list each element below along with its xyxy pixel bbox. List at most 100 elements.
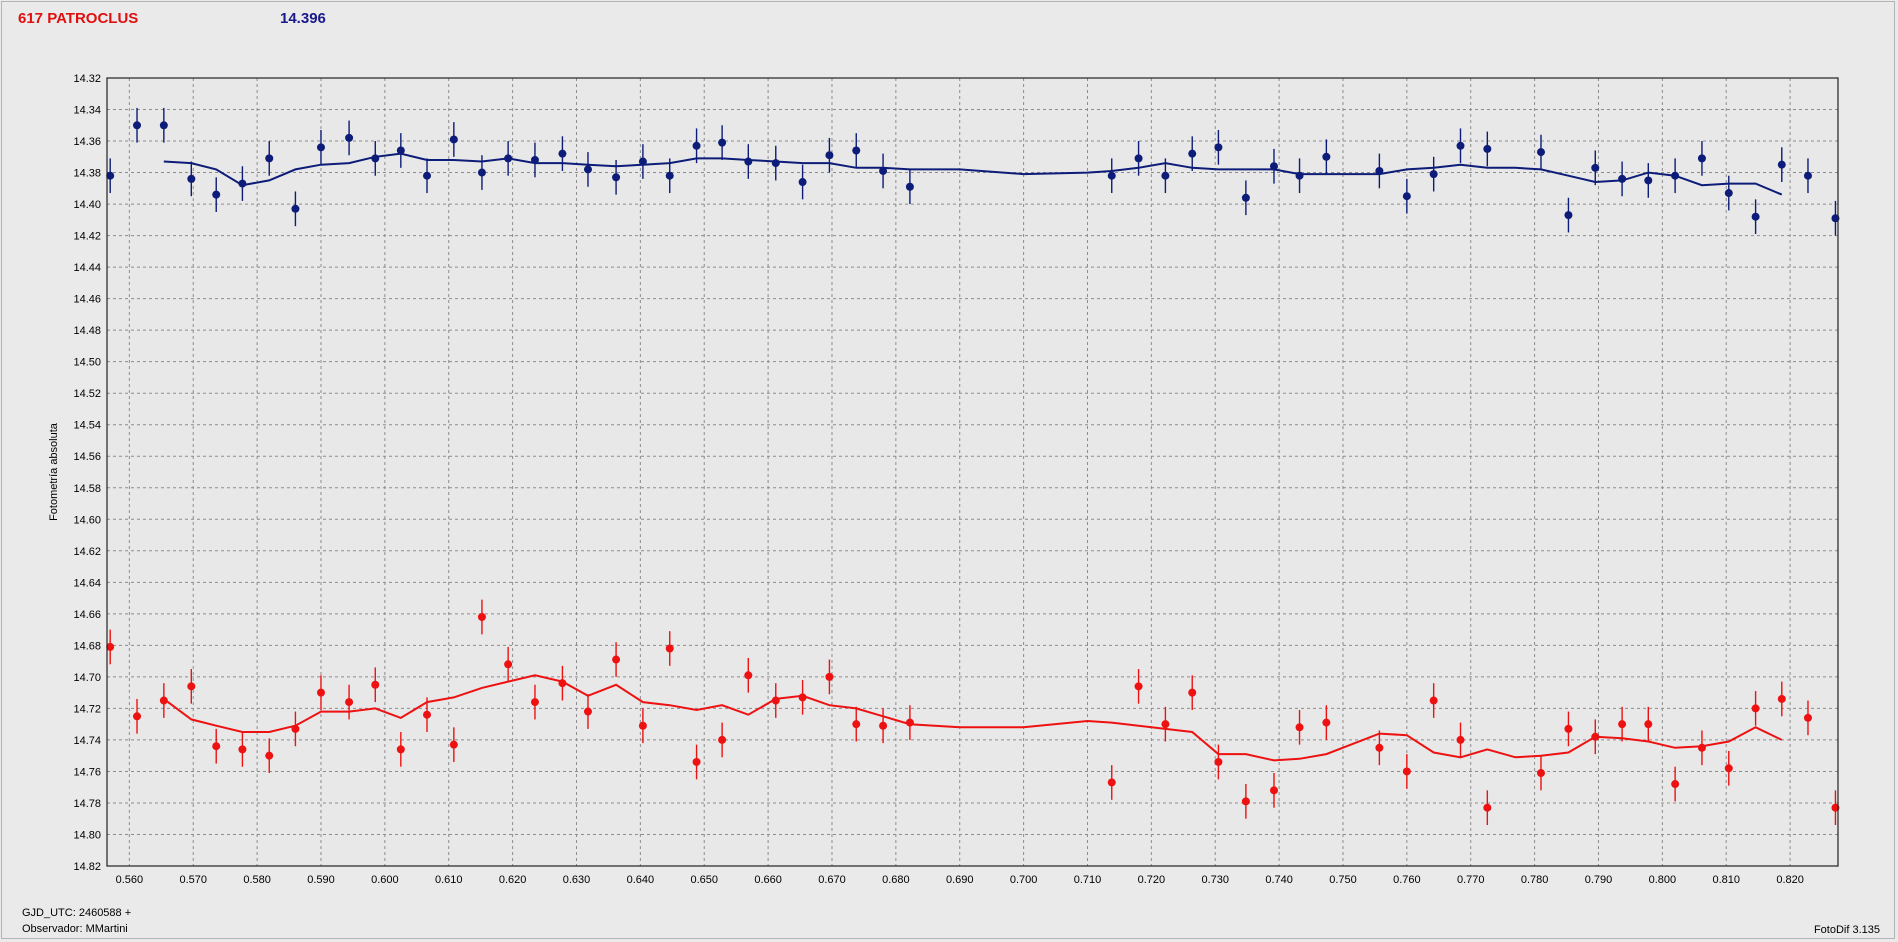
data-point [1751,704,1760,713]
data-point [449,135,458,144]
x-tick-label: 0.670 [818,874,846,886]
data-point [530,155,539,164]
software-version-label: FotoDif 3.135 [1813,924,1880,936]
data-point [106,171,115,180]
data-point [316,688,325,697]
data-point [1269,786,1278,795]
x-tick-label: 0.820 [1776,874,1804,886]
y-tick-label: 14.76 [73,766,101,778]
data-point [665,171,674,180]
y-tick-label: 14.64 [73,577,101,589]
y-tick-label: 14.74 [73,735,101,747]
x-tick-label: 0.750 [1329,874,1357,886]
data-point [771,159,780,168]
data-point [1803,171,1812,180]
data-point [477,168,486,177]
data-point [159,696,168,705]
x-tick-label: 0.730 [1201,874,1229,886]
data-point [504,154,513,163]
y-tick-label: 14.42 [73,231,101,243]
data-point [1322,152,1331,161]
data-point [1188,149,1197,158]
data-point [583,707,592,716]
y-tick-label: 14.58 [73,483,101,495]
data-point [1107,778,1116,787]
data-point [504,660,513,669]
y-tick-label: 14.68 [73,640,101,652]
data-point [879,721,888,730]
data-point [1214,757,1223,766]
x-tick-label: 0.690 [946,874,974,886]
y-tick-label: 14.34 [73,105,101,117]
data-point [1564,211,1573,220]
data-point [1644,720,1653,729]
grid-lines [107,77,1838,867]
y-tick-label: 14.78 [73,798,101,810]
data-point [1107,171,1116,180]
trend-line [163,152,1783,196]
x-tick-label: 0.630 [563,874,591,886]
x-tick-label: 0.790 [1585,874,1613,886]
y-tick-label: 14.50 [73,357,101,369]
data-point [1536,148,1545,157]
data-point [1777,694,1786,703]
data-point [1456,141,1465,150]
data-point [1483,803,1492,812]
data-point [265,154,274,163]
data-point [1214,143,1223,152]
data-point [1536,769,1545,778]
data-point [558,679,567,688]
object-name-title: 617 PATROCLUS [18,10,139,27]
data-point [106,642,115,651]
data-point [1402,767,1411,776]
y-tick-label: 14.46 [73,294,101,306]
data-point [583,165,592,174]
data-point [291,204,300,213]
data-point [449,740,458,749]
x-axis-ticks: 0.560 0.570 0.580 0.590 0.600 0.610 0.620 0.630… [116,874,1804,886]
data-point [345,133,354,142]
data-point [1429,170,1438,179]
data-point [852,720,861,729]
data-point [744,671,753,680]
data-point [396,146,405,155]
data-point [1456,735,1465,744]
x-tick-label: 0.580 [243,874,271,886]
data-point [212,742,221,751]
data-point [1724,764,1733,773]
x-tick-label: 0.780 [1521,874,1549,886]
data-point [612,173,621,182]
data-point [905,718,914,727]
data-point [1322,718,1331,727]
y-tick-label: 14.48 [73,325,101,337]
x-tick-label: 0.770 [1457,874,1485,886]
data-point [1671,171,1680,180]
data-point [612,655,621,664]
data-point [1751,212,1760,221]
plot-border [106,77,1839,867]
x-tick-label: 0.620 [499,874,527,886]
data-point [1269,162,1278,171]
data-point [1724,189,1733,198]
data-point [1375,166,1384,175]
series-group [106,599,1840,826]
data-point [159,121,168,130]
data-point [187,174,196,183]
data-point [1188,688,1197,697]
data-point [1295,723,1304,732]
y-tick-label: 14.52 [73,388,101,400]
y-tick-label: 14.80 [73,829,101,841]
data-point [345,698,354,707]
data-point [1644,176,1653,185]
data-point [396,745,405,754]
data-point [371,154,380,163]
data-point [1564,724,1573,733]
x-tick-label: 0.720 [1138,874,1166,886]
data-point [1429,696,1438,705]
x-tick-label: 0.600 [371,874,399,886]
data-point [879,166,888,175]
data-point [1777,160,1786,169]
data-point [1134,154,1143,163]
data-point [371,680,380,689]
